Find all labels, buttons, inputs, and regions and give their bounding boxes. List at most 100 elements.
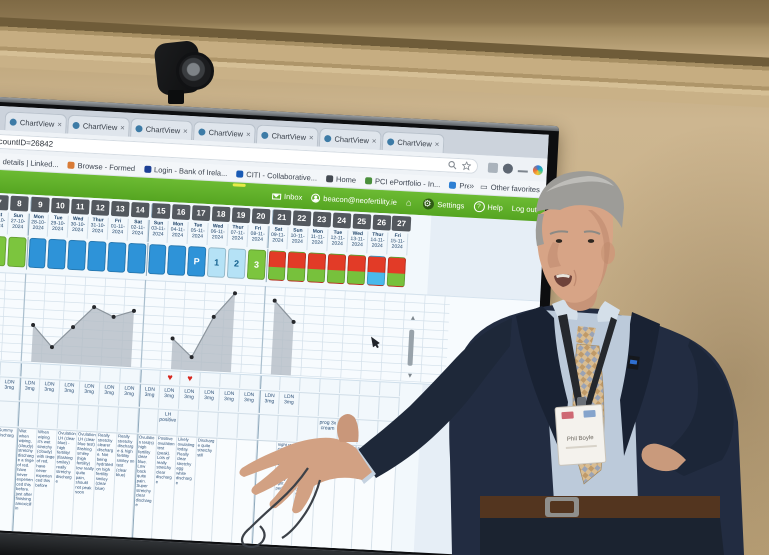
cycle-day-number[interactable]: 13 (110, 200, 130, 217)
date-text: Fri 01-11- 2024 (110, 218, 126, 236)
tab-label: ChartView (145, 124, 181, 135)
stamp-cell[interactable] (145, 242, 168, 277)
tab-close-icon[interactable]: × (308, 132, 314, 142)
face-shading (588, 210, 610, 288)
heart-cell (20, 363, 42, 378)
cycle-day-number[interactable]: 12 (90, 199, 110, 216)
date-text: Wed 30-10- 2024 (70, 215, 86, 234)
bookmark-item[interactable]: details | Linked... (0, 156, 59, 169)
small-note-cell[interactable] (97, 405, 119, 432)
stamp-cell[interactable] (86, 240, 108, 274)
medication-cell[interactable]: LDN 3mg (158, 384, 181, 409)
stamp-cell[interactable] (106, 241, 128, 275)
tab-close-icon[interactable]: × (434, 139, 440, 149)
tab-favicon-icon (135, 124, 143, 132)
tab-label: ChartView (82, 120, 118, 132)
chart-point (291, 319, 296, 324)
fertility-stamp[interactable] (47, 238, 67, 270)
tab-close-icon[interactable]: × (119, 122, 126, 133)
fertility-stamp[interactable] (127, 242, 147, 274)
tab-favicon-icon (198, 127, 206, 136)
small-note-cell[interactable] (77, 404, 99, 431)
fertility-stamp[interactable] (87, 240, 107, 272)
date-text: Mon 28-10- 2024 (31, 213, 46, 232)
observation-note-text: Ovulation LH (clear blue test) flashing … (74, 431, 96, 495)
medication-cell[interactable]: LDN 3mg (59, 379, 81, 404)
fertility-stamp[interactable] (67, 239, 87, 271)
cycle-day-number[interactable]: 9 (29, 196, 50, 213)
chart-gridline-v (140, 279, 147, 368)
heart-cell (140, 369, 161, 384)
fertility-stamp[interactable] (7, 236, 27, 268)
presenter-thumb (337, 414, 359, 442)
tab-label: ChartView (19, 117, 55, 129)
small-note-cell[interactable] (117, 406, 139, 433)
lanyard-strap (585, 317, 617, 406)
date-cell: Thur 31-10- 2024 (87, 216, 109, 240)
chart-gridline-h (0, 270, 451, 297)
chart-point (272, 298, 277, 303)
small-note-cell[interactable]: LH positive (157, 408, 179, 435)
tab-close-icon[interactable]: × (182, 126, 188, 136)
small-note-cell[interactable] (0, 400, 20, 427)
observation-note-text: Ovulation LH (clear blue) - high fertili… (55, 430, 76, 484)
chart-point (233, 291, 238, 296)
medication-cell[interactable]: LDN 3mg (19, 377, 41, 402)
chart-gridline-v (320, 289, 326, 378)
mucus-chart (0, 270, 540, 388)
medication-text: LDN 3mg (84, 383, 95, 395)
small-note-cell[interactable] (57, 403, 79, 430)
medication-cell[interactable]: LDN 3mg (138, 383, 161, 408)
cycle-day-number[interactable]: 15 (150, 203, 171, 220)
medication-cell[interactable]: LDN 3mg (39, 378, 61, 403)
medication-cell[interactable]: LDN 3mg (118, 382, 141, 407)
observation-note-text: Positive ovulation test (peak). Lots of … (155, 436, 175, 485)
medication-cell[interactable]: LDN 3mg (0, 376, 21, 401)
chart-gridline-v (160, 280, 166, 369)
small-note-cell[interactable] (37, 402, 60, 429)
observation-note-text: When wiping it's wet stretchy (cloudy) w… (35, 429, 55, 489)
chart-canvas (0, 270, 451, 385)
medication-cell[interactable]: LDN 3mg (99, 381, 121, 406)
small-note-cell[interactable] (17, 401, 40, 428)
stamp-cell[interactable] (66, 239, 88, 273)
cycle-day-number[interactable]: 7 (0, 194, 10, 211)
search-icon[interactable] (448, 160, 457, 170)
date-cell: Mon 28-10- 2024 (27, 213, 49, 237)
stamp-cell[interactable] (126, 242, 148, 276)
heart-cell (100, 367, 121, 382)
chart-gridline-h (0, 297, 449, 323)
medication-cell[interactable]: LDN 3mg (79, 380, 101, 405)
bookmark-favicon-icon (143, 165, 152, 173)
presenter-figure: Phil Boyle (239, 171, 744, 555)
address-bar[interactable]: countID=26842 (0, 133, 479, 175)
favorites-star-icon[interactable] (461, 161, 472, 171)
heart-cell: ♥ (160, 370, 181, 385)
cycle-day-number[interactable]: 8 (9, 195, 29, 212)
stamp-cell[interactable] (25, 236, 48, 271)
fertility-stamp[interactable] (148, 243, 167, 275)
chart-point (111, 314, 116, 319)
chart-point (189, 355, 194, 360)
observation-note-text: Gummy discharge (0, 427, 14, 442)
cycle-day-number[interactable]: 11 (70, 198, 90, 215)
bookmark-item[interactable]: Browse - Formed (67, 160, 135, 173)
tab-close-icon[interactable]: × (245, 129, 251, 139)
tab-close-icon[interactable]: × (371, 135, 377, 146)
chart-area (31, 307, 134, 368)
cycle-day-number[interactable]: 10 (50, 197, 70, 214)
small-note-cell[interactable] (137, 407, 159, 434)
cycle-day-number[interactable]: 14 (130, 201, 150, 218)
tab-close-icon[interactable]: × (56, 119, 63, 129)
stamp-cell[interactable] (6, 236, 28, 270)
name-badge (554, 404, 607, 466)
presenter-brow (583, 230, 601, 235)
presenter-teeth (556, 274, 570, 278)
fertility-stamp[interactable] (28, 237, 47, 269)
fertility-stamp[interactable] (107, 241, 127, 273)
date-text: Sun 03-11- 2024 (151, 220, 166, 238)
date-cell: Sat 02-11- 2024 (127, 218, 149, 242)
medication-text: LDN 3mg (24, 380, 36, 392)
chart-gridline-v (20, 273, 27, 362)
stamp-cell[interactable] (46, 238, 68, 272)
